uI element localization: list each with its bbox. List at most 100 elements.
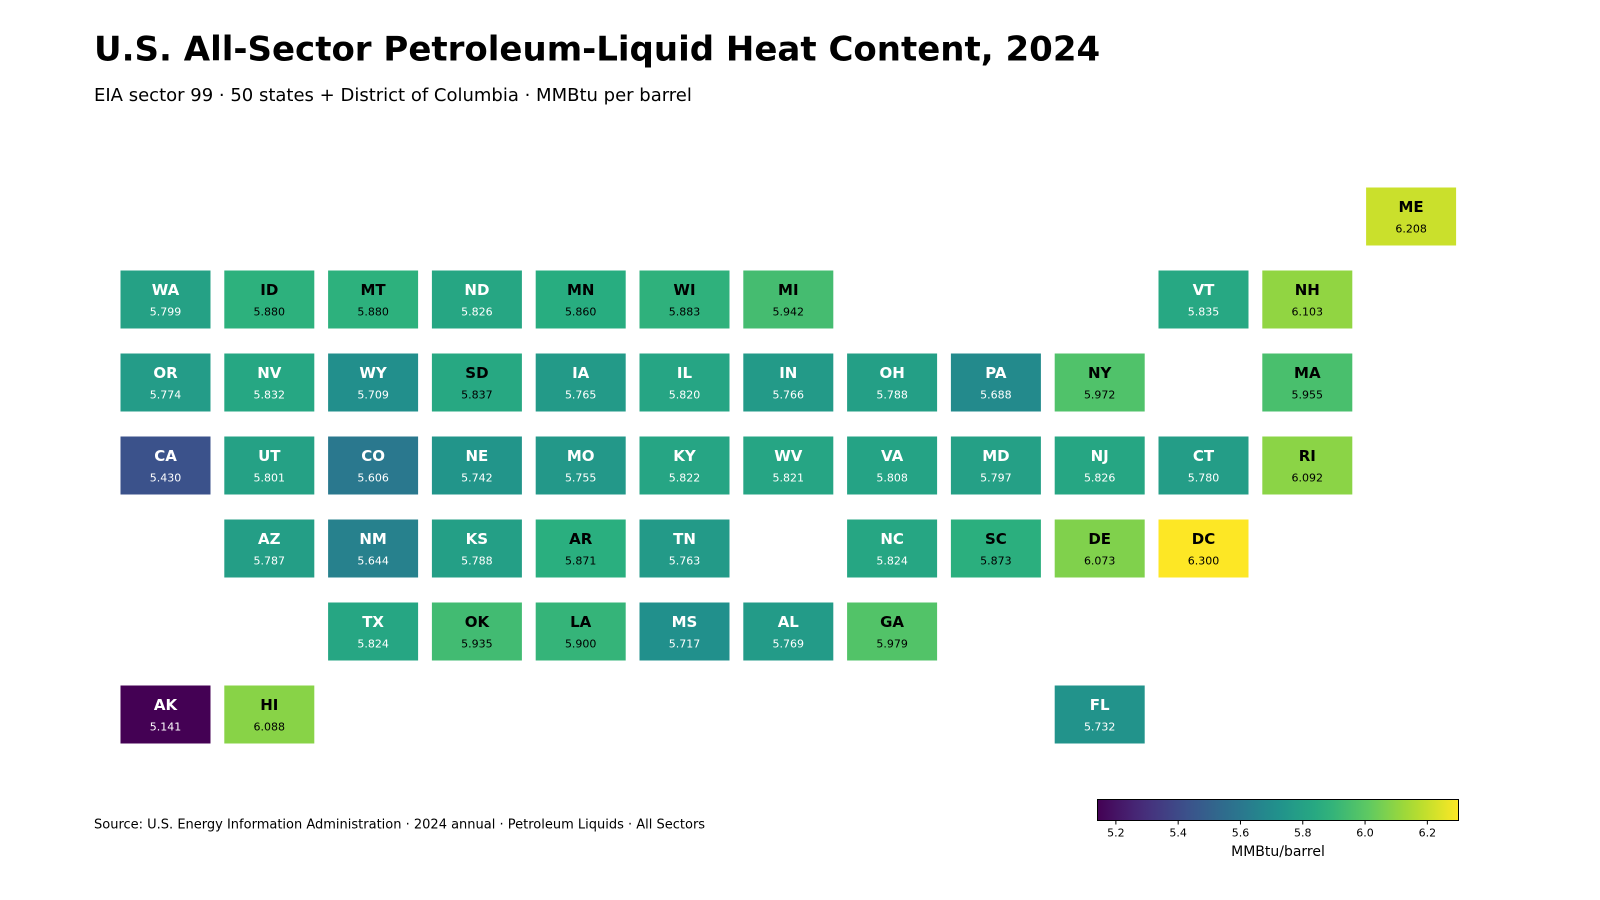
state-value: 5.826 [461, 306, 493, 319]
state-abbr: OH [879, 364, 904, 382]
state-tile [328, 519, 419, 578]
state-value: 5.763 [669, 555, 701, 568]
colorbar-tick-label: 5.2 [1107, 827, 1125, 840]
state-value: 6.208 [1395, 223, 1427, 236]
state-value: 5.430 [150, 472, 182, 485]
state-abbr: DC [1192, 530, 1215, 548]
state-value: 5.774 [150, 389, 182, 402]
state-tile [224, 270, 315, 329]
state-value: 5.742 [461, 472, 493, 485]
state-value: 5.826 [1084, 472, 1116, 485]
state-abbr: OR [153, 364, 178, 382]
state-abbr: MA [1294, 364, 1321, 382]
state-abbr: WY [359, 364, 388, 382]
state-value: 5.955 [1292, 389, 1324, 402]
state-abbr: ID [260, 281, 278, 299]
state-abbr: WA [152, 281, 180, 299]
colorbar-tick-label: 5.4 [1169, 827, 1187, 840]
state-tile [743, 602, 834, 661]
state-tile [431, 436, 522, 495]
state-value: 5.769 [773, 638, 805, 651]
state-value: 5.880 [357, 306, 389, 319]
state-abbr: MD [982, 447, 1009, 465]
state-tile [224, 519, 315, 578]
state-tile [1054, 519, 1145, 578]
state-tile [639, 519, 730, 578]
state-value: 5.732 [1084, 721, 1116, 734]
state-value: 5.824 [876, 555, 908, 568]
state-tile [743, 353, 834, 412]
state-value: 5.688 [980, 389, 1012, 402]
state-tile [639, 602, 730, 661]
state-tile [328, 602, 419, 661]
state-abbr: DE [1088, 530, 1111, 548]
state-value: 5.820 [669, 389, 701, 402]
state-abbr: NE [465, 447, 488, 465]
state-value: 5.801 [254, 472, 286, 485]
state-tile [120, 353, 211, 412]
state-abbr: AK [154, 696, 179, 714]
state-value: 5.935 [461, 638, 493, 651]
state-tile [639, 270, 730, 329]
state-tile [224, 436, 315, 495]
state-abbr: VA [881, 447, 904, 465]
state-tile [950, 436, 1041, 495]
state-tile [224, 353, 315, 412]
state-abbr: FL [1090, 696, 1110, 714]
state-tile [535, 519, 626, 578]
state-abbr: SC [985, 530, 1007, 548]
state-abbr: NH [1295, 281, 1320, 299]
state-value: 5.788 [876, 389, 908, 402]
state-tile [639, 436, 730, 495]
state-tile [1054, 436, 1145, 495]
state-value: 5.860 [565, 306, 597, 319]
state-value: 5.606 [357, 472, 389, 485]
state-tile [743, 436, 834, 495]
state-abbr: RI [1299, 447, 1316, 465]
colorbar [1097, 799, 1459, 821]
state-value: 5.979 [876, 638, 908, 651]
state-value: 6.092 [1292, 472, 1324, 485]
state-value: 6.300 [1188, 555, 1220, 568]
state-value: 5.835 [1188, 306, 1220, 319]
state-value: 5.780 [1188, 472, 1220, 485]
state-value: 5.824 [357, 638, 389, 651]
state-abbr: TX [362, 613, 384, 631]
state-abbr: CT [1193, 447, 1215, 465]
state-abbr: CO [361, 447, 385, 465]
state-value: 5.709 [357, 389, 389, 402]
state-tile [847, 519, 938, 578]
state-abbr: VT [1193, 281, 1216, 299]
state-abbr: OK [465, 613, 491, 631]
state-tile [328, 436, 419, 495]
state-value: 5.837 [461, 389, 493, 402]
state-abbr: NM [359, 530, 386, 548]
state-abbr: CA [154, 447, 177, 465]
state-tile [1262, 270, 1353, 329]
state-value: 5.644 [357, 555, 389, 568]
state-value: 5.717 [669, 638, 701, 651]
state-abbr: TN [673, 530, 696, 548]
state-tile [535, 436, 626, 495]
state-tile [120, 685, 211, 744]
chart-subtitle: EIA sector 99 · 50 states + District of … [94, 85, 692, 106]
state-value: 5.871 [565, 555, 597, 568]
state-abbr: IN [779, 364, 797, 382]
state-tile [743, 270, 834, 329]
state-abbr: MN [567, 281, 594, 299]
state-value: 5.873 [980, 555, 1012, 568]
state-value: 5.797 [980, 472, 1012, 485]
state-abbr: SD [465, 364, 488, 382]
state-abbr: PA [985, 364, 1007, 382]
state-value: 5.900 [565, 638, 597, 651]
state-tile [847, 353, 938, 412]
state-abbr: ME [1399, 198, 1424, 216]
state-tile [535, 353, 626, 412]
state-value: 5.788 [461, 555, 493, 568]
state-tile [431, 270, 522, 329]
source-note: Source: U.S. Energy Information Administ… [94, 818, 705, 833]
state-abbr: NJ [1091, 447, 1109, 465]
state-abbr: AZ [258, 530, 281, 548]
state-value: 5.883 [669, 306, 701, 319]
state-abbr: MI [778, 281, 799, 299]
